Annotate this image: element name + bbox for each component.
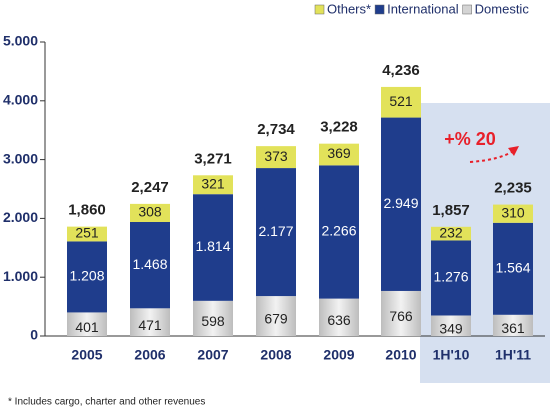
value-label: 1.814 xyxy=(195,238,230,254)
value-label: 373 xyxy=(264,148,288,164)
value-label: 2.266 xyxy=(321,223,356,239)
value-label: 2.177 xyxy=(258,223,293,239)
legend-swatch xyxy=(314,4,325,15)
bar-segment xyxy=(193,194,233,301)
bar-segment xyxy=(256,296,296,336)
bar-segment xyxy=(493,314,533,336)
bar-segment xyxy=(193,175,233,195)
value-label: 349 xyxy=(439,320,463,336)
value-label: 1.276 xyxy=(433,269,468,285)
legend-label: Domestic xyxy=(475,1,530,16)
x-tick-label: 2006 xyxy=(134,347,165,363)
bar-segment xyxy=(193,300,233,336)
bar-segment xyxy=(67,241,107,313)
bar-segment xyxy=(431,240,471,316)
y-tick-label: 1.000 xyxy=(3,268,38,284)
x-tick-label: 2008 xyxy=(260,347,291,363)
value-label: 2.949 xyxy=(383,195,418,211)
value-label: 598 xyxy=(201,313,225,329)
value-label: 232 xyxy=(439,224,463,240)
bar-segment xyxy=(67,226,107,242)
legend-label: Others* xyxy=(327,1,371,16)
y-tick-label: 5.000 xyxy=(3,33,38,49)
y-tick-label: 2.000 xyxy=(3,209,38,225)
value-label: 369 xyxy=(327,145,351,161)
x-tick-label: 1H'10 xyxy=(433,347,470,363)
value-label: 308 xyxy=(138,204,162,220)
legend-label: International xyxy=(387,1,459,16)
value-label: 521 xyxy=(389,93,413,109)
total-label: 2,235 xyxy=(494,180,532,197)
x-tick-label: 2009 xyxy=(323,347,354,363)
x-tick-label: 1H'11 xyxy=(495,347,531,363)
value-label: 1.468 xyxy=(132,256,167,272)
value-label: 310 xyxy=(501,204,525,220)
value-label: 251 xyxy=(75,225,99,241)
bar-segment xyxy=(493,222,533,315)
total-label: 3,271 xyxy=(194,150,232,167)
bar-segment xyxy=(256,168,296,297)
bar-segment xyxy=(381,290,421,336)
total-label: 3,228 xyxy=(320,119,358,136)
bar-segment xyxy=(256,146,296,169)
bar-segment xyxy=(67,312,107,336)
x-tick-label: 2005 xyxy=(71,347,102,363)
value-label: 401 xyxy=(75,319,99,335)
value-label: 766 xyxy=(389,308,413,324)
total-label: 1,857 xyxy=(432,202,470,219)
value-label: 361 xyxy=(501,320,525,336)
value-label: 1.208 xyxy=(69,268,104,284)
bar-segment xyxy=(319,165,359,299)
bar-segment xyxy=(381,117,421,291)
bar-segment xyxy=(319,143,359,166)
total-label: 4,236 xyxy=(382,62,420,79)
y-tick-label: 3.000 xyxy=(3,150,38,166)
annotation: +% 20 xyxy=(444,129,496,149)
total-label: 2,734 xyxy=(257,121,295,138)
footnote: * Includes cargo, charter and other reve… xyxy=(8,397,205,408)
bar-segment xyxy=(381,86,421,118)
legend-swatch xyxy=(374,4,385,15)
value-label: 1.564 xyxy=(495,259,530,275)
bar-segment xyxy=(130,203,170,222)
x-tick-label: 2010 xyxy=(385,347,416,363)
bar-segment xyxy=(130,221,170,309)
value-label: 636 xyxy=(327,312,351,328)
total-label: 2,247 xyxy=(131,179,169,196)
bar-segment xyxy=(130,308,170,336)
bar-segment xyxy=(431,226,471,241)
value-label: 471 xyxy=(138,317,162,333)
arrow-head xyxy=(508,146,519,156)
value-label: 321 xyxy=(201,175,225,191)
bar-segment xyxy=(493,204,533,223)
value-label: 679 xyxy=(264,311,288,327)
y-tick-label: 4.000 xyxy=(3,92,38,108)
total-label: 1,860 xyxy=(68,202,106,219)
y-tick-label: 0 xyxy=(30,327,38,343)
bar-segment xyxy=(319,298,359,336)
bar-segment xyxy=(431,315,471,336)
x-tick-label: 2007 xyxy=(197,347,228,363)
legend-swatch xyxy=(462,4,472,15)
